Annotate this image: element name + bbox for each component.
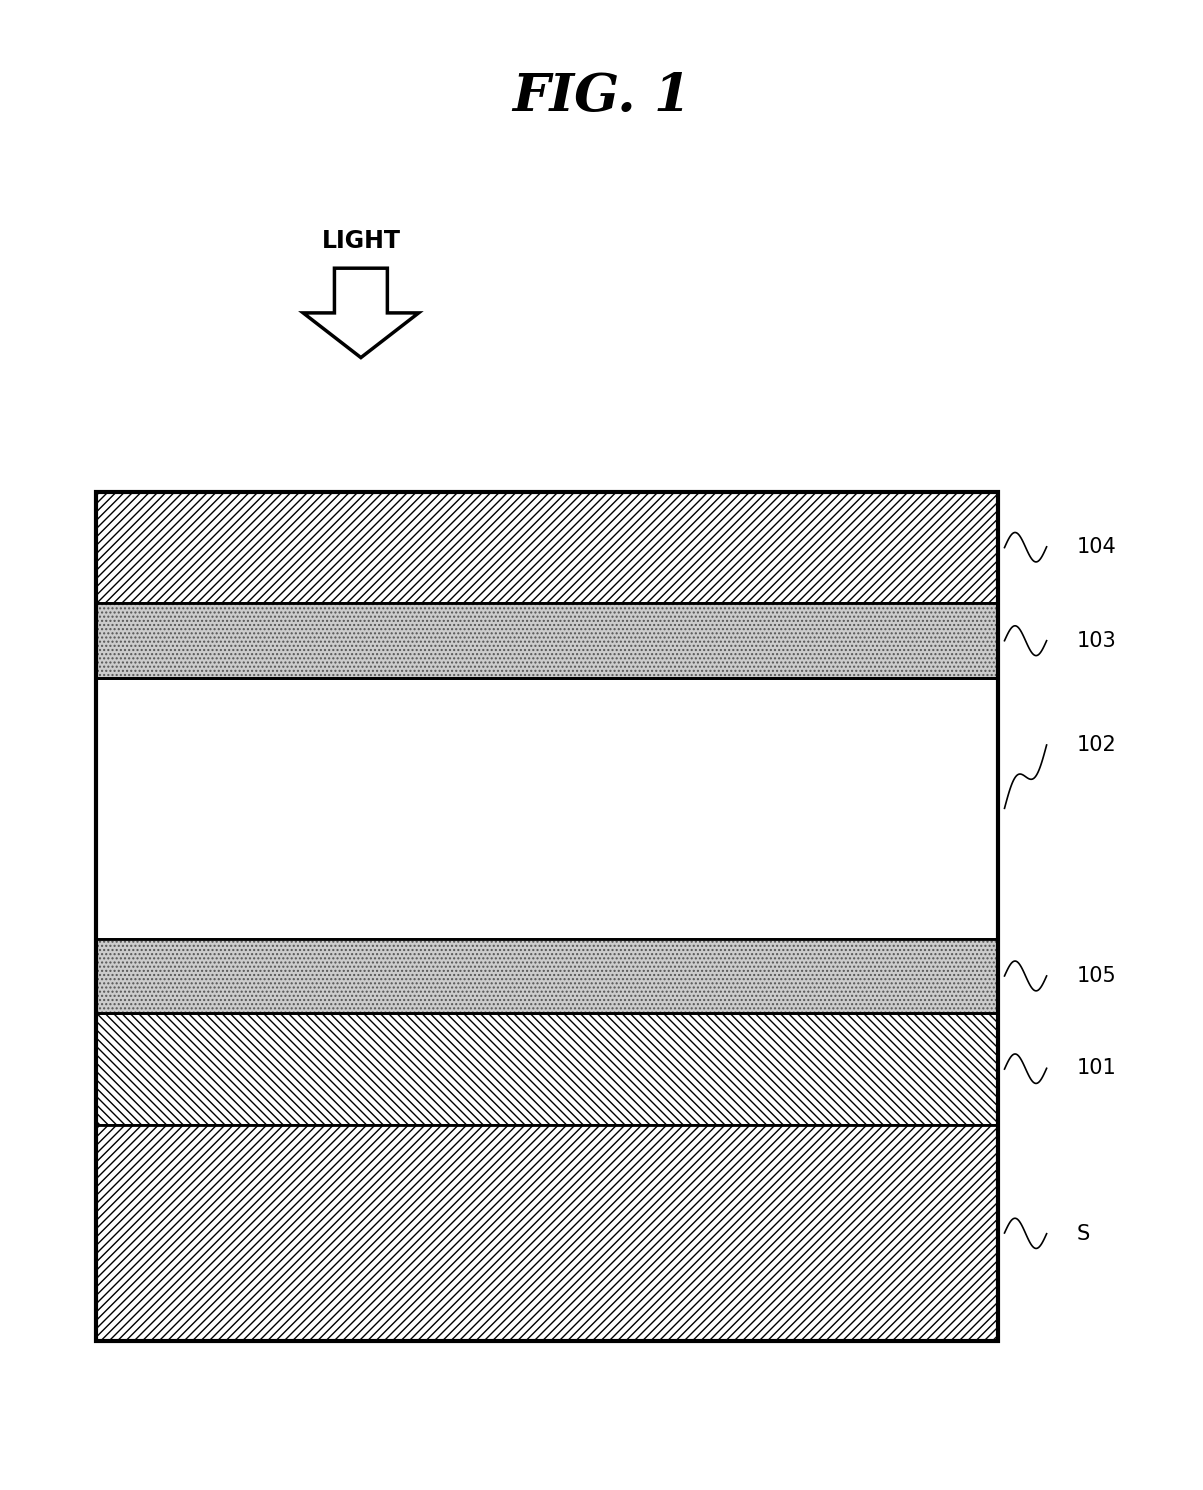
Bar [96,1013,998,1125]
Text: 105: 105 [1077,966,1116,986]
Text: 104: 104 [1077,536,1116,557]
Bar [96,492,998,603]
Text: S: S [1077,1223,1090,1244]
Bar [96,603,998,678]
Bar [96,939,998,1013]
Bar [96,603,998,678]
Bar [96,1125,998,1341]
Text: 103: 103 [1077,630,1116,651]
Bar [96,939,998,1013]
Bar [96,603,998,678]
Text: 102: 102 [1077,735,1116,755]
Bar [96,939,998,1013]
Text: FIG. 1: FIG. 1 [512,72,691,122]
Bar [96,678,998,939]
Bar [96,492,998,1341]
Text: LIGHT: LIGHT [321,229,401,253]
Polygon shape [303,268,419,358]
Text: 101: 101 [1077,1058,1116,1079]
